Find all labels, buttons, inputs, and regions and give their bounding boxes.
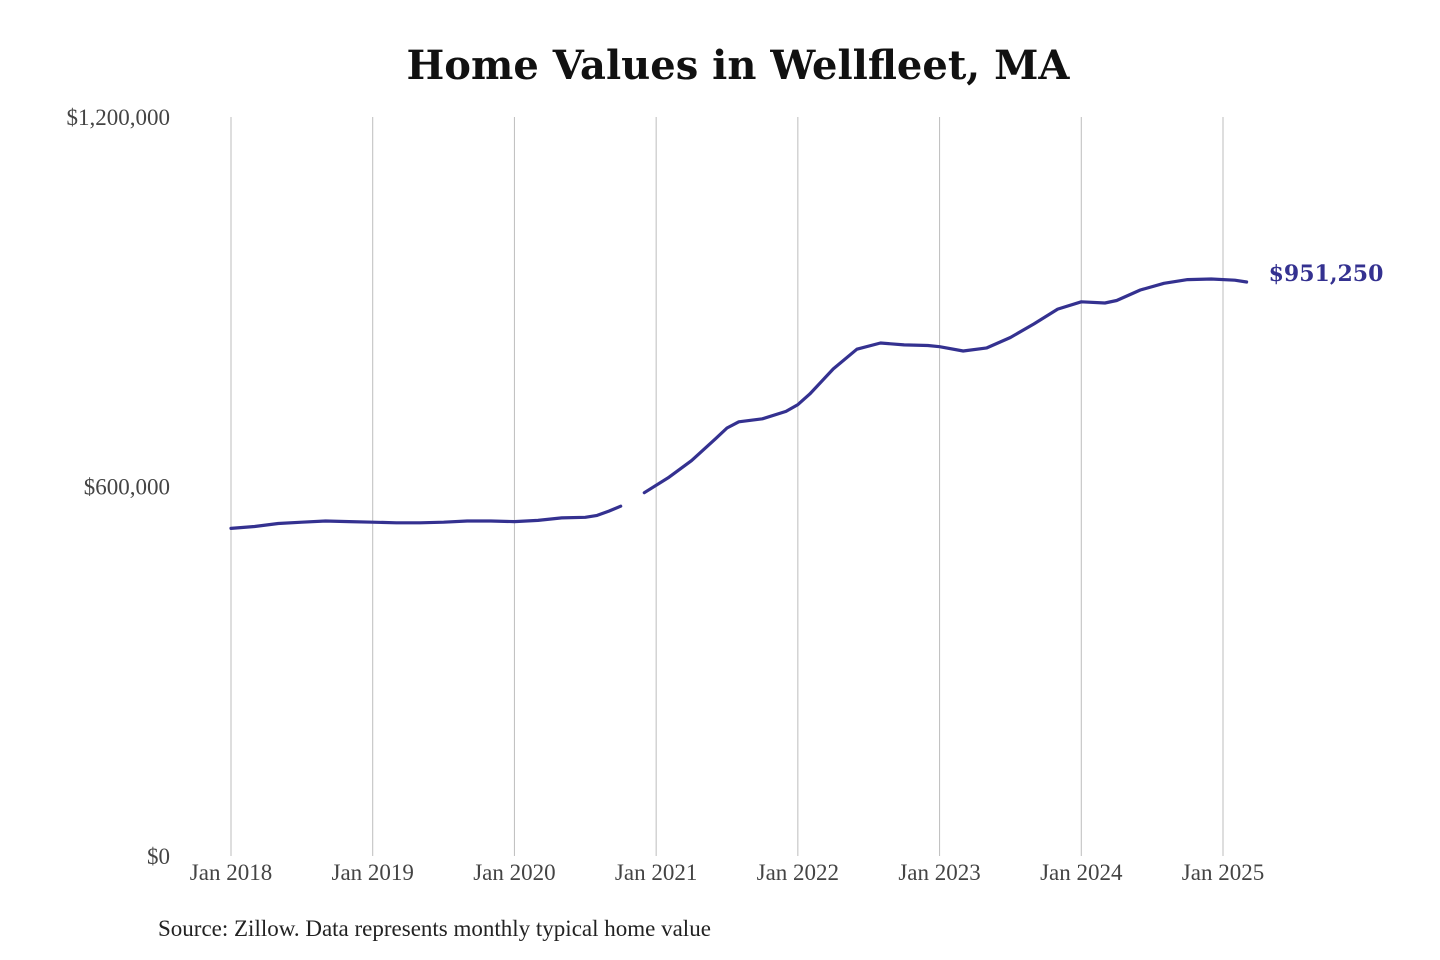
gridlines: [230, 117, 1224, 856]
x-tick-label: Jan 2021: [615, 860, 697, 885]
y-tick-label: $1,200,000: [67, 105, 171, 130]
y-axis: $0 $600,000 $1,200,000: [67, 105, 171, 869]
y-tick-label: $600,000: [84, 475, 170, 500]
x-tick-label: Jan 2022: [757, 860, 839, 885]
y-tick-label: $0: [147, 844, 170, 869]
source-note: Source: Zillow. Data represents monthly …: [158, 916, 711, 941]
chart-title: Home Values in Wellfleet, MA: [406, 42, 1070, 89]
x-axis: Jan 2018 Jan 2019 Jan 2020 Jan 2021 Jan 2022…: [190, 860, 1264, 885]
x-tick-label: Jan 2024: [1040, 860, 1123, 885]
end-label-group: $951,250: [1269, 261, 1384, 287]
x-tick-label: Jan 2018: [190, 860, 272, 885]
x-tick-label: Jan 2020: [473, 860, 555, 885]
end-value-label: $951,250: [1269, 261, 1384, 287]
x-tick-label: Jan 2023: [898, 860, 980, 885]
series-line: [229, 504, 623, 530]
x-tick-label: Jan 2019: [332, 860, 414, 885]
series-line-group: [229, 277, 1249, 530]
x-tick-label: Jan 2025: [1182, 860, 1264, 885]
series-line: [642, 277, 1249, 495]
